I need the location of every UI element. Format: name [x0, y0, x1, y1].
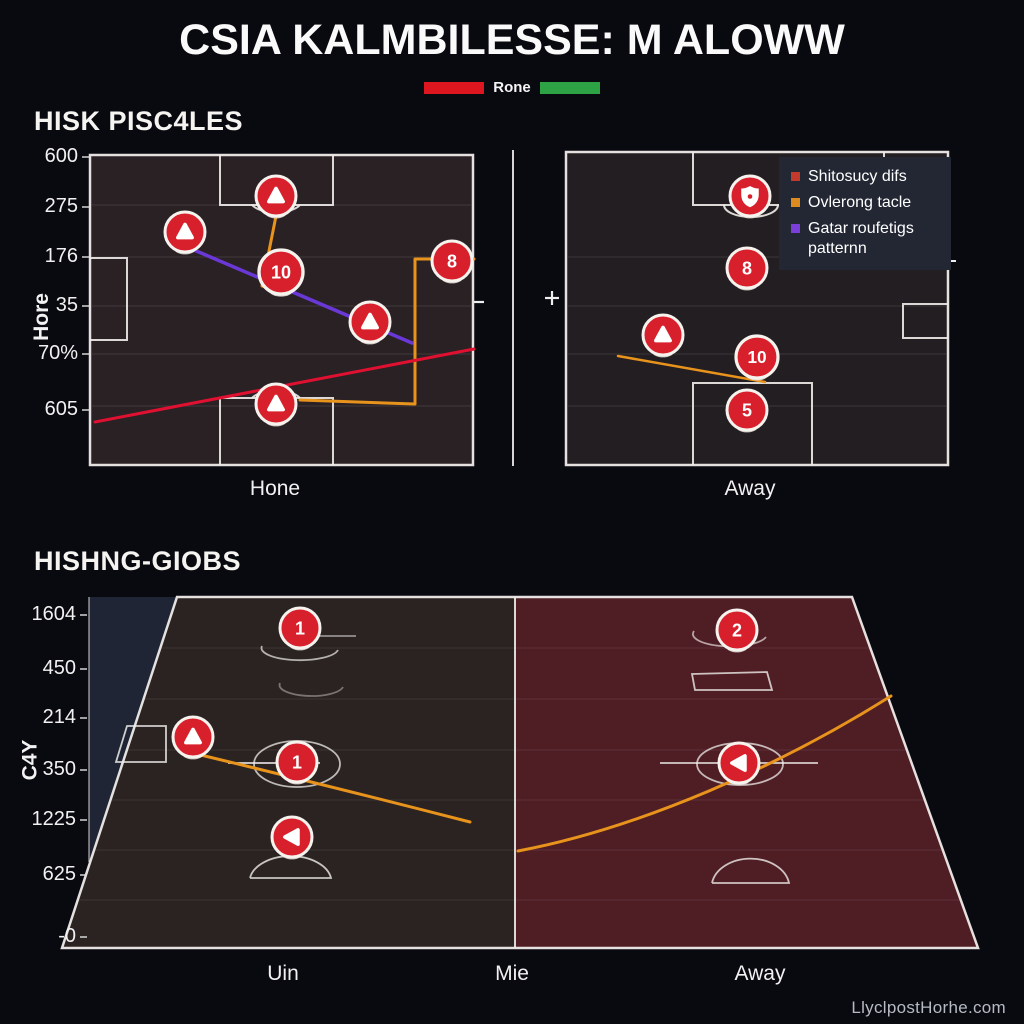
- marker-circle: [257, 248, 305, 296]
- player-marker: 5: [725, 388, 769, 433]
- trend-line-orange: [616, 354, 767, 384]
- pitch-marking: [278, 682, 344, 697]
- legend-item: Ovlerong tacle: [791, 193, 939, 214]
- up-arrow-icon: [654, 325, 672, 343]
- left-arrow-icon: [730, 754, 747, 772]
- pitch-marking: [90, 257, 128, 341]
- player-marker: [728, 174, 772, 219]
- pitch-home: 10 8: [88, 153, 476, 467]
- y-tick-bottom: 1225: [31, 808, 77, 830]
- legend-item: Gatar roufetigs patternn: [791, 219, 939, 261]
- player-marker: 1: [275, 740, 319, 785]
- pitch-x-label: Mie: [495, 962, 529, 985]
- marker-number: 10: [271, 262, 291, 282]
- shield-dot: [747, 194, 753, 199]
- player-marker: [641, 313, 685, 358]
- player-marker: 8: [430, 239, 474, 284]
- watermark: LlyclpostHorhe.com: [851, 998, 1006, 1017]
- pitch-marking: [902, 303, 948, 339]
- player-marker: [254, 382, 298, 427]
- pitch-marking: [692, 382, 813, 465]
- legend-label: Gatar roufetigs patternn: [808, 219, 914, 258]
- up-arrow-icon: [267, 394, 285, 412]
- player-marker: 2: [715, 608, 759, 653]
- marker-number: 8: [447, 251, 457, 271]
- marker-number: 2: [732, 620, 742, 640]
- up-arrow-icon: [361, 312, 379, 330]
- page-title: CSIA KALMBILESSE: M ALOWW: [179, 16, 845, 64]
- marker-circle: [725, 246, 769, 290]
- pitch-marking: [711, 857, 791, 884]
- left-arrow-icon: [283, 828, 300, 846]
- legend-label: Shitosucy difs: [808, 168, 907, 185]
- pitch-marking: [692, 630, 767, 648]
- pitch-marking: [114, 725, 167, 763]
- y-tick-bottom: 450: [42, 657, 76, 679]
- y-tick-top: 600: [44, 145, 78, 167]
- legend-item: Shitosucy difs: [791, 167, 939, 188]
- y-tick-top: 176: [44, 245, 78, 267]
- pitch-x-label: Away: [734, 962, 786, 985]
- player-marker: 10: [257, 248, 305, 297]
- marker-number: 5: [742, 400, 752, 420]
- pitch-x-label: Uin: [267, 962, 299, 985]
- player-marker: 8: [725, 246, 769, 291]
- title-legend: Rone: [0, 79, 1024, 96]
- y-tick-bottom: 1604: [31, 603, 77, 625]
- pitch-x-label: Away: [724, 477, 776, 500]
- marker-number: 1: [295, 618, 305, 638]
- home-color-bar: [424, 81, 485, 94]
- away-color-bar: [539, 81, 600, 94]
- up-arrow-icon: [184, 727, 202, 745]
- section-heading-top: HISK PISC4LES: [34, 106, 244, 136]
- title-legend-label: Rone: [493, 79, 531, 96]
- section-heading-bottom: HISHNG-GIOBS: [34, 546, 242, 576]
- y-tick-bottom: -0: [58, 925, 76, 947]
- pitch-marking: [260, 645, 339, 662]
- player-marker: [163, 210, 207, 255]
- marker-circle: [275, 740, 319, 784]
- y-tick-top: 605: [44, 398, 78, 420]
- marker-circle: [715, 608, 759, 652]
- player-marker: [171, 715, 215, 760]
- pitch-x-label: Hone: [249, 477, 301, 500]
- legend-bullet-icon: [791, 172, 800, 181]
- marker-number: 1: [292, 752, 302, 772]
- y-tick-top: 275: [44, 195, 78, 217]
- pitch-perspective: 1 1 2: [60, 595, 980, 950]
- y-tick-top: 35: [55, 294, 78, 316]
- marker-number: 10: [747, 347, 766, 367]
- marker-number: 8: [742, 258, 752, 278]
- player-marker: 10: [734, 334, 780, 381]
- player-marker: [254, 174, 298, 219]
- player-marker: [270, 815, 314, 860]
- legend-bullet-icon: [791, 197, 800, 207]
- player-marker: [717, 741, 761, 786]
- pitch-marking: [690, 671, 774, 691]
- legend-bullet-icon: [791, 223, 800, 233]
- trend-line-orange: [516, 694, 893, 853]
- y-tick-bottom: 350: [42, 758, 76, 780]
- trend-line-orange: [178, 748, 472, 824]
- player-marker: 1: [278, 606, 322, 651]
- y-tick-bottom: 625: [42, 863, 76, 885]
- legend-label: Ovlerong tacle: [808, 193, 912, 211]
- marker-circle: [278, 606, 322, 650]
- up-arrow-icon: [267, 186, 285, 204]
- chart-legend: Shitosucy difs Ovlerong tacle Gatar roufet…: [779, 157, 951, 271]
- pitch-outline: [60, 595, 980, 950]
- marker-circle: [725, 388, 769, 432]
- marker-circle: [430, 239, 474, 283]
- y-tick-bottom: 214: [42, 706, 76, 728]
- up-arrow-icon: [176, 222, 194, 240]
- player-marker: [348, 300, 392, 345]
- marker-circle: [734, 334, 780, 380]
- y-tick-top: 70%: [37, 342, 78, 364]
